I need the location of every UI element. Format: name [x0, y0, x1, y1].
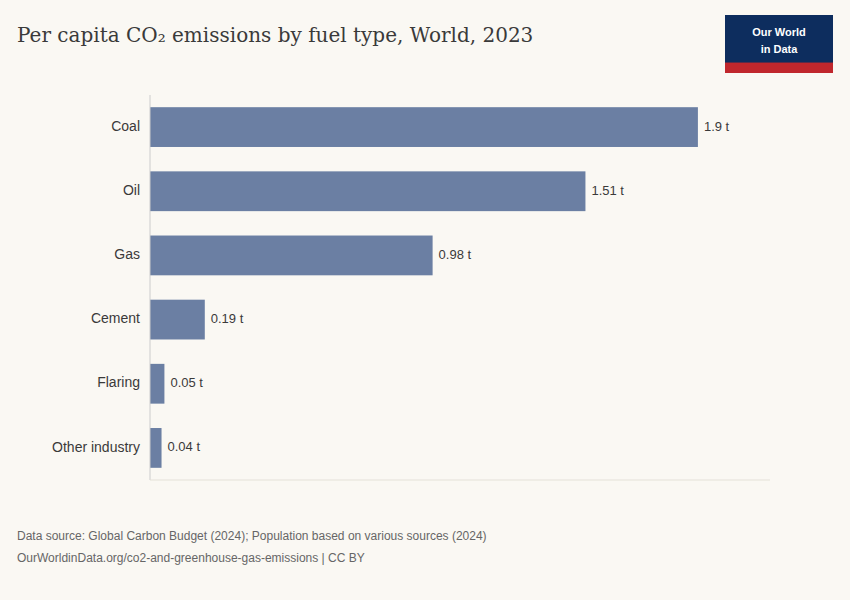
chart-container: Per capita CO₂ emissions by fuel type, W…	[0, 0, 850, 600]
x-axis-line	[150, 480, 770, 481]
footer: Data source: Global Carbon Budget (2024)…	[17, 529, 487, 565]
logo: Our World in Data	[725, 15, 833, 73]
data-label: 1.9 t	[704, 119, 730, 134]
bar	[150, 171, 585, 211]
background	[0, 0, 850, 600]
data-label: 0.05 t	[170, 375, 203, 390]
y-axis-line	[150, 95, 151, 480]
logo-text: in Data	[761, 43, 799, 55]
logo-text: Our World	[752, 26, 806, 38]
chart-svg: Per capita CO₂ emissions by fuel type, W…	[0, 0, 850, 600]
logo-stripe	[725, 63, 833, 73]
bar	[150, 300, 205, 340]
y-tick-label: Cement	[91, 310, 140, 326]
y-tick-label: Gas	[114, 246, 140, 262]
footer-text: OurWorldinData.org/co2-and-greenhouse-ga…	[17, 551, 365, 565]
chart-title: Per capita CO₂ emissions by fuel type, W…	[17, 23, 533, 47]
bar	[150, 364, 164, 404]
bar	[150, 236, 433, 276]
data-label: 0.19 t	[211, 311, 244, 326]
y-tick-label: Oil	[123, 182, 140, 198]
data-label: 0.04 t	[168, 439, 201, 454]
footer-text: Data source: Global Carbon Budget (2024)…	[17, 529, 487, 543]
data-labels: 1.9 t 1.51 t 0.98 t 0.19 t 0.05 t 0.04 t	[168, 119, 730, 455]
data-label: 1.51 t	[591, 183, 624, 198]
data-label: 0.98 t	[439, 247, 472, 262]
logo-box	[725, 15, 833, 73]
bar	[150, 107, 698, 147]
bar	[150, 428, 162, 468]
y-tick-label: Flaring	[97, 374, 140, 390]
y-tick-labels: Coal Oil Gas Cement Flaring Other industry	[52, 118, 140, 455]
y-tick-label: Coal	[111, 118, 140, 134]
bars	[150, 107, 698, 468]
y-tick-label: Other industry	[52, 439, 140, 455]
